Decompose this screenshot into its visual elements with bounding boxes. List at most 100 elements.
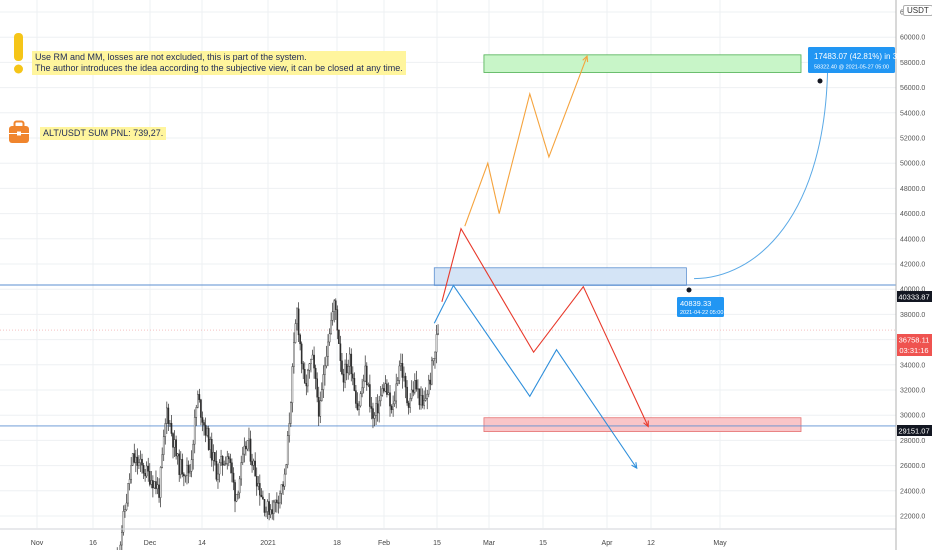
candle-body — [355, 390, 357, 404]
candle-body — [310, 359, 312, 364]
candle-body — [356, 403, 359, 410]
candle-body — [424, 398, 427, 401]
candle-body — [169, 422, 171, 425]
candle-body — [130, 465, 132, 480]
blue-path — [433, 284, 638, 469]
candle-body — [119, 544, 122, 550]
candle-body — [148, 471, 151, 485]
candle-body — [167, 407, 170, 424]
candle-body — [314, 367, 317, 379]
candle-body — [341, 360, 343, 375]
candle-body — [269, 509, 272, 515]
candle-body — [372, 408, 374, 419]
candle-body — [321, 389, 323, 401]
target-callout-sub: 58322.40 @ 2021-05-27 05:00 — [814, 65, 889, 71]
candle-body — [308, 363, 311, 371]
candle-body — [136, 456, 139, 466]
candle-body — [155, 481, 157, 489]
y-tick-label: 30000.0 — [900, 413, 925, 420]
candle-body — [277, 502, 280, 504]
candle-body — [214, 452, 216, 462]
candle-body — [280, 484, 283, 494]
candle-body — [328, 333, 331, 343]
candle-body — [375, 403, 377, 416]
candle-body — [290, 402, 292, 424]
candle-body — [370, 406, 373, 409]
candle-body — [128, 479, 131, 484]
candle-body — [271, 509, 274, 514]
candle-body — [367, 384, 370, 386]
candle-body — [313, 354, 315, 369]
candle-body — [254, 460, 256, 477]
candle-body — [218, 462, 221, 475]
candle-body — [173, 439, 176, 448]
candle-body — [431, 360, 433, 385]
candle-body — [170, 422, 173, 434]
candle-body — [249, 438, 252, 462]
x-axis: Nov 16 Dec 14 2021 18 Feb 15 Mar 15 Apr 12 May — [0, 528, 896, 547]
entry-point[interactable] — [686, 287, 692, 293]
candle-body — [358, 405, 360, 410]
pnl-note: ALT/USDT SUM PNL: 739,27. — [40, 127, 167, 140]
support-price-badge-bg — [897, 425, 932, 436]
candle-body — [330, 320, 332, 335]
candle-body — [345, 363, 348, 374]
candle-body — [263, 499, 266, 513]
resistance-price-badge-bg — [897, 291, 932, 302]
candle-body — [426, 393, 429, 399]
x-tick-label: May — [713, 540, 727, 547]
candle-body — [175, 439, 177, 457]
candle-body — [161, 454, 163, 468]
candle-body — [378, 400, 380, 414]
y-tick-label: 28000.0 — [900, 438, 925, 445]
target-callout-bg[interactable] — [808, 47, 895, 73]
candle-body — [274, 499, 277, 503]
candle-body — [376, 403, 379, 414]
y-tick-label: 56000.0 — [900, 85, 925, 92]
y-tick-label: 48000.0 — [900, 186, 925, 193]
candle-body — [147, 465, 150, 472]
candle-countdown: 03:31:16 — [899, 346, 928, 355]
currency-badge[interactable]: USDT — [903, 5, 932, 16]
candle-body — [327, 341, 329, 357]
candle-body — [291, 366, 294, 404]
candle-body — [350, 353, 353, 375]
candle-body — [336, 309, 339, 331]
candle-body — [172, 433, 174, 448]
y-tick-label: 58000.0 — [900, 60, 925, 67]
candle-body — [210, 439, 213, 461]
chart-grid — [0, 0, 896, 528]
red-path-arrowhead — [643, 420, 649, 428]
entry-callout-bg[interactable] — [677, 297, 724, 317]
candle-body — [206, 428, 208, 436]
candle-body — [207, 428, 210, 450]
candle-body — [181, 459, 184, 475]
candle-body — [272, 501, 275, 514]
y-tick-label: 44000.0 — [900, 236, 925, 243]
candle-body — [190, 459, 193, 472]
candle-body — [435, 334, 438, 353]
current-price-badge: 36758.11 — [899, 336, 930, 345]
candle-body — [294, 323, 297, 343]
target-point[interactable] — [817, 78, 823, 84]
candle-body — [145, 465, 148, 477]
y-tick-label: 54000.0 — [900, 110, 925, 117]
candle-body — [150, 480, 153, 485]
y-tick-label: 26000.0 — [900, 463, 925, 470]
candle-body — [201, 417, 204, 423]
briefcase-icon — [9, 120, 29, 143]
candle-body — [288, 423, 291, 436]
candle-body — [235, 493, 238, 502]
candle-body — [334, 300, 337, 310]
y-tick-label: 38000.0 — [900, 312, 925, 319]
candle-body — [252, 460, 255, 466]
candle-body — [322, 374, 325, 390]
candle-body — [127, 483, 129, 504]
resistance-price-badge: 40333.87 — [898, 293, 929, 302]
candle-body — [353, 378, 356, 391]
candle-body — [417, 388, 419, 390]
candle-body — [362, 380, 365, 389]
candle-body — [221, 456, 224, 466]
candle-body — [238, 478, 241, 494]
